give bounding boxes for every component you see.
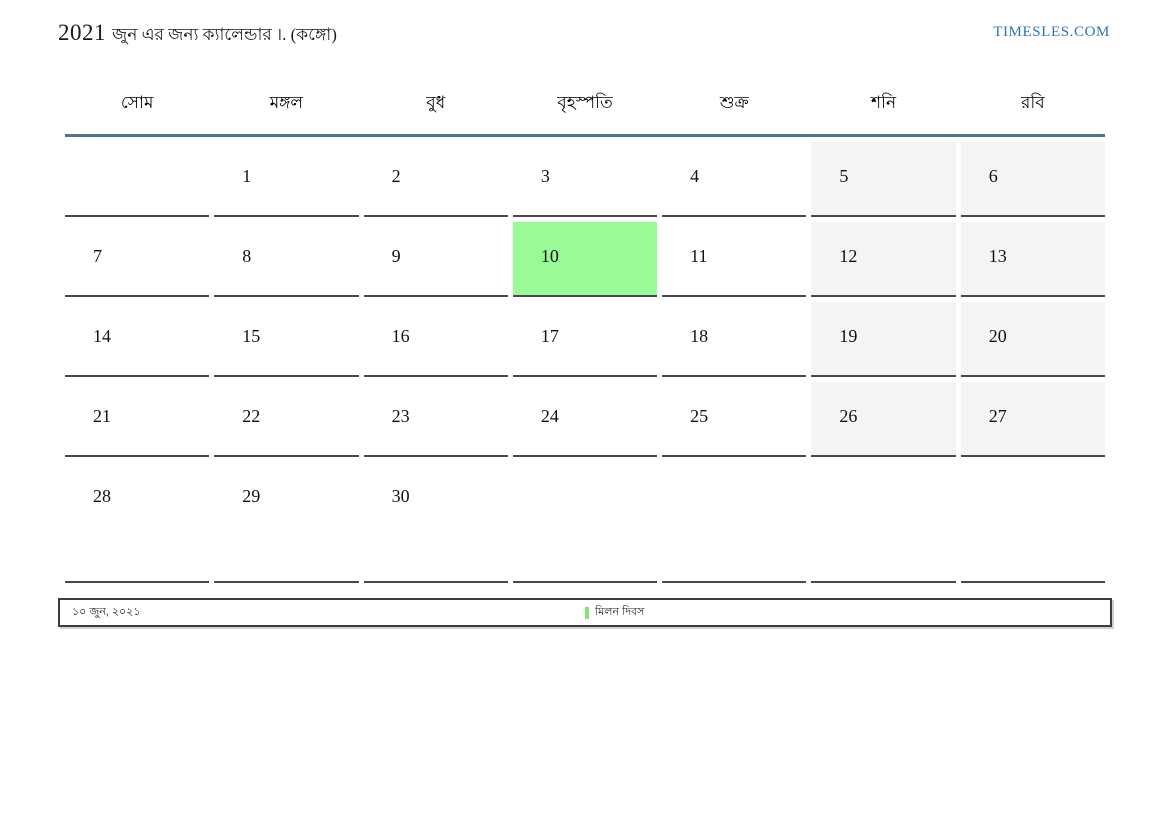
weekday-label-sat: শনি [871,93,897,112]
legend-bar: ১০ জুন, ২০২১ মিলন দিবস [58,598,1112,627]
day-number: 18 [690,326,709,346]
day-number: 30 [391,486,410,506]
day-cell [960,457,1105,583]
weekday-label-wed: বুধ [426,93,446,112]
weekday-header-row: সোম মঙ্গল বুধ বৃহস্পতি শুক্র শনি রবি [65,90,1105,137]
day-number [662,462,806,486]
day-number: 6 [988,166,998,186]
day-number: 3 [540,166,550,186]
day-number: 21 [93,406,111,426]
holiday-legend-item: মিলন দিবস [585,600,644,625]
day-cell: 30 [363,457,508,583]
day-number: 17 [540,326,559,346]
day-number: 25 [690,406,709,426]
day-cell: 25 [662,377,807,457]
day-number: 13 [988,246,1007,266]
day-number: 23 [391,406,410,426]
day-number [811,462,955,486]
day-number [961,462,1105,486]
day-number: 27 [988,406,1007,426]
day-cell [811,457,956,583]
day-number: 7 [93,246,102,266]
day-number: 29 [242,486,261,506]
weekday-label-sun: রবি [1021,93,1045,112]
day-cell-weekend: 26 [811,377,956,457]
title-text: জুন এর জন্য ক্যালেন্ডার ।. (কঙ্গো) [112,25,337,44]
day-number [65,142,209,166]
day-cell: 11 [662,217,807,297]
day-cell: 4 [662,137,807,217]
day-number: 10 [540,246,559,266]
day-number: 20 [988,326,1007,346]
day-cell: 7 [65,217,210,297]
day-cell: 14 [65,297,210,377]
site-link[interactable]: TIMESLES.COM [993,24,1110,40]
day-cell: 17 [512,297,658,377]
day-number: 9 [391,246,401,266]
legend-date: ১০ জুন, ২০২১ [72,606,141,618]
day-number: 15 [242,326,261,346]
day-cell-weekend: 13 [960,217,1105,297]
day-cell [662,457,807,583]
day-cell: 29 [214,457,359,583]
day-number: 22 [242,406,261,426]
calendar: সোম মঙ্গল বুধ বৃহস্পতি শুক্র শনি রবি 1 2… [65,90,1105,583]
day-number: 19 [839,326,858,346]
day-cell: 18 [662,297,807,377]
weekday-label-fri: শুক্র [719,93,749,112]
weekday-label-tue: মঙ্গল [269,93,304,112]
header: 2021 জুন এর জন্য ক্যালেন্ডার ।. (কঙ্গো) T… [0,0,1169,50]
day-cell: 8 [214,217,359,297]
day-cell: 2 [363,137,508,217]
day-number: 8 [242,246,252,266]
calendar-grid: 1 2 3 4 5 6 7 8 9 10 11 12 13 14 15 16 1… [65,137,1105,583]
day-number: 12 [839,246,858,266]
holiday-label: মিলন দিবস [595,606,645,618]
day-cell-weekend: 6 [960,137,1105,217]
day-number: 11 [690,246,708,266]
day-cell-weekend: 20 [960,297,1105,377]
day-cell-highlighted: 10 [512,217,658,297]
day-cell-weekend: 27 [960,377,1105,457]
day-cell: 24 [512,377,658,457]
day-cell: 15 [214,297,359,377]
day-cell [512,457,658,583]
day-number: 1 [242,166,252,186]
day-cell-weekend: 12 [811,217,956,297]
page-title: 2021 জুন এর জন্য ক্যালেন্ডার ।. (কঙ্গো) [58,20,337,50]
day-number: 5 [839,166,849,186]
day-cell: 21 [65,377,210,457]
day-cell: 23 [363,377,508,457]
day-number: 4 [690,166,700,186]
day-number: 14 [93,326,111,346]
day-number: 16 [391,326,410,346]
day-cell: 1 [214,137,359,217]
holiday-marker-icon [585,606,589,619]
day-cell-weekend: 5 [811,137,956,217]
day-cell: 22 [214,377,359,457]
day-cell: 16 [363,297,508,377]
day-cell: 28 [65,457,210,583]
weekday-label-thu: বৃহস্পতি [557,93,613,112]
day-number: 2 [391,166,401,186]
day-number: 24 [540,406,559,426]
day-cell: 9 [363,217,508,297]
day-cell-weekend: 19 [811,297,956,377]
day-number: 26 [839,406,858,426]
title-year: 2021 [58,20,106,45]
day-number: 28 [93,486,111,506]
day-cell: 3 [512,137,658,217]
weekday-label-mon: সোম [120,93,154,112]
day-number [513,462,657,486]
day-cell [65,137,210,217]
